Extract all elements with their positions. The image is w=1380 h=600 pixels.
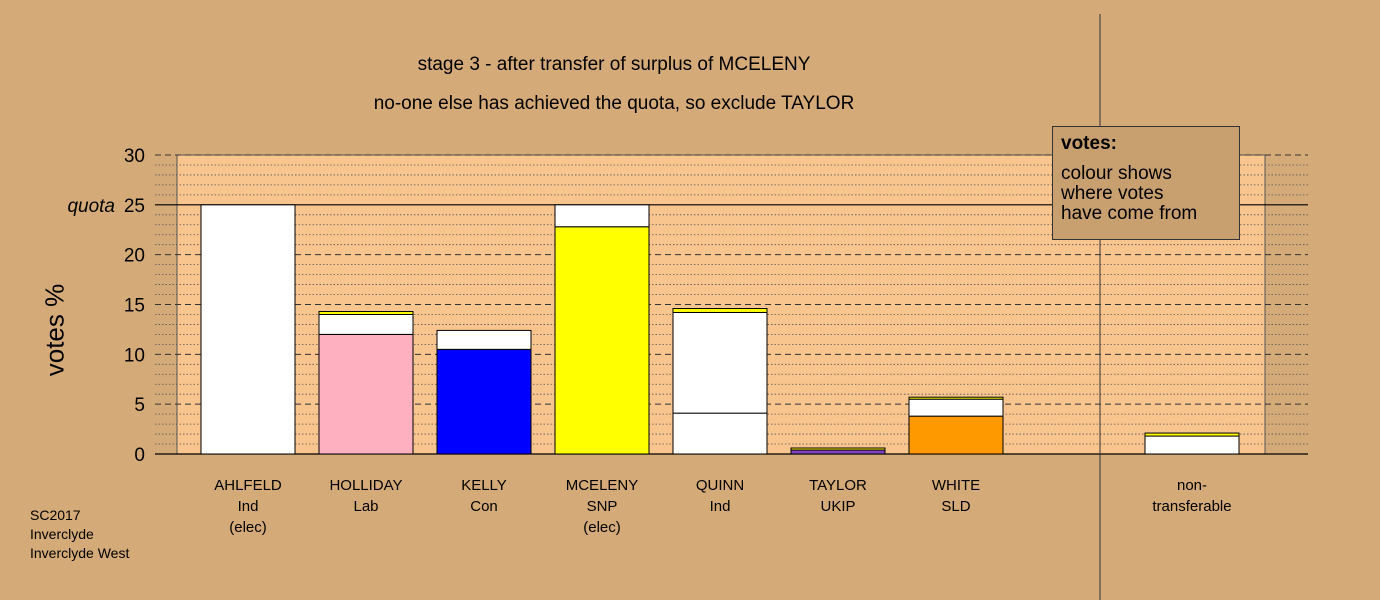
bar-segment (318, 333, 414, 455)
y-tick-label: 5 (134, 395, 145, 416)
y-tick-label: 0 (134, 445, 145, 466)
legend-line-3: have come from (1061, 203, 1198, 224)
bar-segment (672, 412, 768, 455)
legend-box: votes: colour shows where votes have com… (1052, 126, 1240, 240)
category-label: transferable (1152, 498, 1231, 515)
bar-segment (790, 449, 886, 455)
bar-segment (1144, 432, 1240, 437)
legend-line-2: where votes (1061, 183, 1164, 204)
bar-segment (554, 226, 650, 455)
category-label: KELLY (461, 477, 507, 494)
category-label: SLD (941, 498, 970, 515)
bar-segment (672, 307, 768, 313)
footer-council: Inverclyde (30, 526, 94, 542)
y-tick-label: 30 (124, 146, 145, 167)
footer-ward: Inverclyde West (30, 545, 130, 561)
category-label: Ind (238, 498, 259, 515)
bar-segment (908, 398, 1004, 417)
category-label: Con (470, 498, 498, 515)
legend-line-1: colour shows (1061, 163, 1172, 184)
y-tick-label: 20 (124, 246, 145, 267)
bar-segment (436, 329, 532, 350)
bar-segment (554, 204, 650, 228)
bar-segment (908, 396, 1004, 400)
category-label: HOLLIDAY (329, 477, 402, 494)
category-label: non- (1177, 477, 1207, 494)
y-tick-label: 15 (124, 296, 145, 317)
bar-segment (200, 204, 296, 455)
category-label: AHLFELD (214, 477, 282, 494)
y-tick-label: 25 (124, 196, 145, 217)
quota-label: quota (67, 196, 115, 217)
y-tick-label: 10 (124, 345, 145, 366)
category-label: QUINN (696, 477, 744, 494)
footer-election: SC2017 (30, 507, 81, 523)
category-label: WHITE (932, 477, 980, 494)
category-label: (elec) (229, 519, 267, 536)
legend-heading: votes: (1061, 133, 1117, 154)
category-label: UKIP (820, 498, 855, 515)
bar-segment (318, 313, 414, 335)
category-label: MCELENY (566, 477, 639, 494)
chart-title: stage 3 - after transfer of surplus of M… (417, 54, 811, 75)
category-label: Lab (353, 498, 378, 515)
category-label: TAYLOR (809, 477, 867, 494)
bar-segment (908, 415, 1004, 455)
bar-segment (672, 311, 768, 414)
category-label: (elec) (583, 519, 621, 536)
bar-segment (318, 310, 414, 315)
bar-segment (1144, 435, 1240, 455)
chart-subtitle: no-one else has achieved the quota, so e… (373, 93, 855, 114)
bar-segment (436, 348, 532, 455)
y-axis-label: votes % (39, 283, 70, 377)
bar-segment (790, 447, 886, 451)
category-label: Ind (710, 498, 731, 515)
category-label: SNP (587, 498, 618, 515)
